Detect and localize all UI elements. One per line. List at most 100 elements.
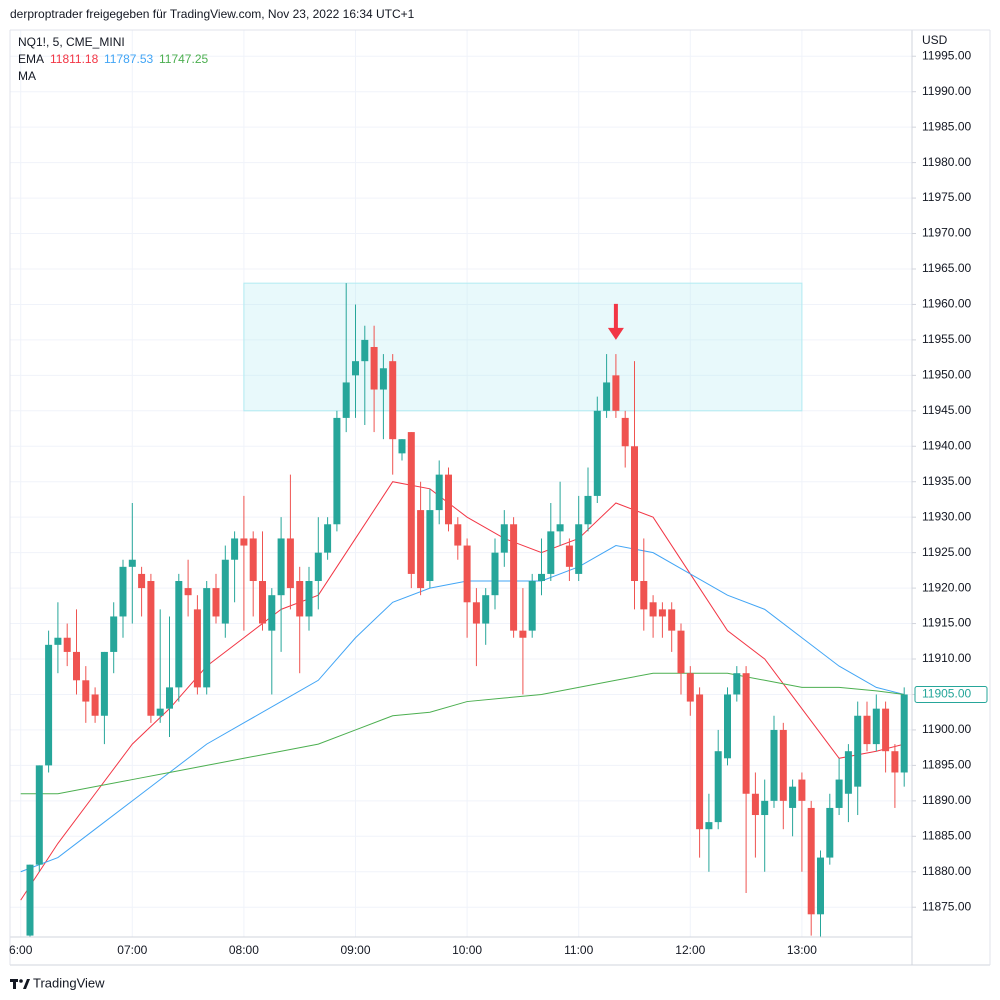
candle-body	[761, 800, 769, 816]
candle-body	[472, 602, 480, 624]
candle-body	[212, 588, 220, 617]
candle-body	[184, 588, 192, 596]
y-tick-label: 11980.00	[922, 155, 971, 169]
candle-body	[379, 368, 387, 390]
candle-body	[603, 382, 611, 411]
candle-body	[631, 446, 638, 582]
candle-body	[835, 779, 843, 808]
y-tick-label: 11900.00	[922, 722, 971, 736]
y-tick-label: 11890.00	[922, 793, 971, 807]
candle-body	[305, 581, 313, 617]
candle-body	[696, 694, 704, 830]
candle-body	[640, 581, 648, 610]
candle-body	[26, 864, 34, 936]
candle-body	[882, 708, 890, 752]
candle-body	[817, 857, 824, 915]
candle-body	[891, 751, 899, 773]
y-tick-label: 11925.00	[922, 545, 971, 559]
candle-body	[733, 673, 741, 695]
x-tick-label: 10:00	[452, 943, 482, 957]
y-tick-label: 11975.00	[922, 190, 971, 204]
y-tick-label: 11940.00	[922, 438, 971, 452]
candle-body	[156, 708, 164, 716]
candle-body	[538, 573, 545, 582]
candle-body	[714, 751, 722, 823]
candle-body	[593, 410, 601, 496]
candle-body	[240, 538, 248, 546]
y-tick-label: 11910.00	[922, 651, 971, 665]
zone	[243, 282, 803, 412]
y-tick-label: 11970.00	[922, 226, 971, 240]
candle-body	[203, 588, 211, 688]
candle-body	[779, 729, 787, 801]
candle-body	[510, 524, 518, 631]
candle-body	[296, 581, 304, 617]
candle-body	[73, 651, 80, 681]
candle-body	[370, 346, 378, 390]
candle-body	[649, 602, 657, 617]
candle-body	[575, 524, 583, 574]
candle-body	[770, 729, 778, 801]
candle-body	[677, 630, 685, 674]
candle-body	[854, 715, 862, 787]
axis-layer: 11875.00 11880.00 11885.00 11890.00 11895.00…	[9, 48, 988, 957]
x-tick-label: 12:00	[675, 943, 705, 957]
candle-body	[286, 538, 294, 589]
candle-body	[342, 382, 350, 418]
y-tick-label: 11930.00	[922, 509, 971, 523]
candle-body	[35, 765, 43, 865]
legend-ema-label: EMA	[18, 52, 44, 66]
candle-body	[454, 524, 462, 546]
candle-body	[789, 786, 797, 808]
last-price-label: 11905.00	[922, 687, 971, 701]
legend-ema-value: 11747.25	[159, 52, 208, 66]
candle-body	[259, 581, 266, 624]
y-tick-label: 11950.00	[922, 368, 971, 382]
candle-body	[686, 673, 694, 702]
grid-layer	[10, 30, 912, 937]
candle-body	[333, 417, 341, 525]
candle-body	[147, 581, 155, 716]
candle-body	[324, 524, 332, 553]
y-tick-label: 11880.00	[922, 864, 971, 878]
candle-body	[445, 474, 452, 525]
legend-ema-value: 11787.53	[104, 52, 153, 66]
candle-body	[435, 474, 443, 511]
candle-body	[500, 524, 508, 553]
candle-body	[193, 609, 201, 688]
candle-body	[231, 538, 239, 560]
candle-body	[91, 694, 99, 716]
y-tick-label: 11965.00	[922, 261, 971, 275]
y-tick-label: 11895.00	[922, 758, 971, 772]
y-tick-label: 11995.00	[922, 48, 971, 62]
legend-ma-label: MA	[18, 69, 36, 83]
candle-body	[268, 595, 276, 631]
candle-body	[565, 545, 573, 567]
candle-body	[398, 439, 406, 454]
candle-body	[482, 595, 490, 624]
candle-body	[863, 715, 871, 745]
candle-body	[724, 694, 731, 759]
candle-body	[138, 573, 146, 589]
candle-body	[100, 651, 108, 716]
footer-brand: TradingView	[33, 975, 105, 990]
candle-body	[826, 807, 834, 858]
last-price-box	[914, 685, 988, 703]
x-tick-label: 08:00	[229, 943, 259, 957]
y-tick-label: 11875.00	[922, 899, 971, 913]
candle-body	[361, 339, 369, 362]
logo-part	[23, 979, 30, 989]
candle-body	[612, 375, 620, 411]
candle-body	[54, 637, 62, 645]
y-tick-label: 11915.00	[922, 616, 971, 630]
logo-part	[19, 979, 23, 983]
candle-body	[844, 751, 852, 794]
candle-body	[407, 432, 415, 574]
y-tick-label: 11960.00	[922, 297, 971, 311]
x-tick-label: 09:00	[340, 943, 370, 957]
candle-body	[751, 793, 759, 816]
candle-body	[621, 417, 629, 447]
legend: NQ1!, 5, CME_MINI EMA 11811.18 11787.53 …	[18, 35, 208, 83]
candle-body	[705, 822, 713, 830]
